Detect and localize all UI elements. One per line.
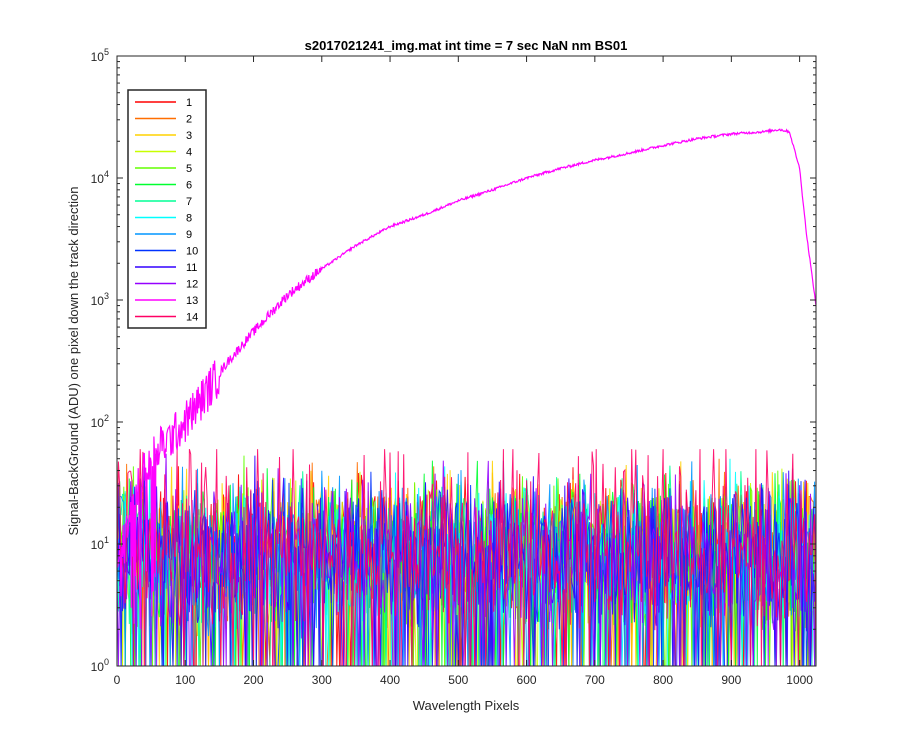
legend-label-11: 11	[186, 262, 197, 274]
x-tick-label: 500	[448, 673, 468, 687]
noise-series-layer	[116, 448, 817, 667]
y-tick-label: 102	[91, 413, 109, 430]
x-tick-label: 400	[380, 673, 400, 687]
y-tick-label: 104	[91, 169, 109, 186]
chart-title: s2017021241_img.mat int time = 7 sec NaN…	[305, 38, 628, 53]
legend-label-8: 8	[186, 213, 192, 225]
legend-label-4: 4	[186, 147, 192, 159]
legend-label-2: 2	[186, 114, 192, 126]
x-tick-label: 700	[585, 673, 605, 687]
y-tick-label: 103	[91, 291, 109, 308]
legend-label-9: 9	[186, 229, 192, 241]
legend-label-13: 13	[186, 295, 198, 307]
legend-label-14: 14	[186, 312, 198, 324]
plot-frame	[116, 55, 817, 667]
legend-label-3: 3	[186, 130, 192, 142]
x-tick-label: 0	[114, 673, 121, 687]
legend-label-12: 12	[186, 279, 198, 291]
x-tick-label: 300	[312, 673, 332, 687]
x-tick-label: 600	[517, 673, 537, 687]
x-tick-label: 900	[721, 673, 741, 687]
x-tick-label: 200	[244, 673, 264, 687]
legend-label-7: 7	[186, 196, 192, 208]
x-axis-label: Wavelength Pixels	[413, 698, 520, 713]
x-tick-label: 1000	[786, 673, 813, 687]
legend-label-1: 1	[186, 97, 192, 109]
y-tick-label: 105	[91, 47, 109, 64]
y-tick-label: 101	[91, 535, 109, 552]
legend-box	[127, 89, 207, 329]
series-13-line	[116, 127, 817, 630]
y-tick-label: 100	[91, 657, 109, 674]
y-axis-label: Signal-BackGround (ADU) one pixel down t…	[66, 186, 81, 535]
legend-label-5: 5	[186, 163, 192, 175]
legend-label-10: 10	[186, 246, 198, 258]
x-tick-label: 800	[653, 673, 673, 687]
series-13-layer	[116, 127, 817, 630]
x-axis-ticks: 0 100 200 300 400 500 600 700 800 900 1000	[114, 56, 813, 687]
legend-label-6: 6	[186, 180, 192, 192]
series-14-line	[116, 448, 817, 667]
x-tick-label: 100	[175, 673, 195, 687]
